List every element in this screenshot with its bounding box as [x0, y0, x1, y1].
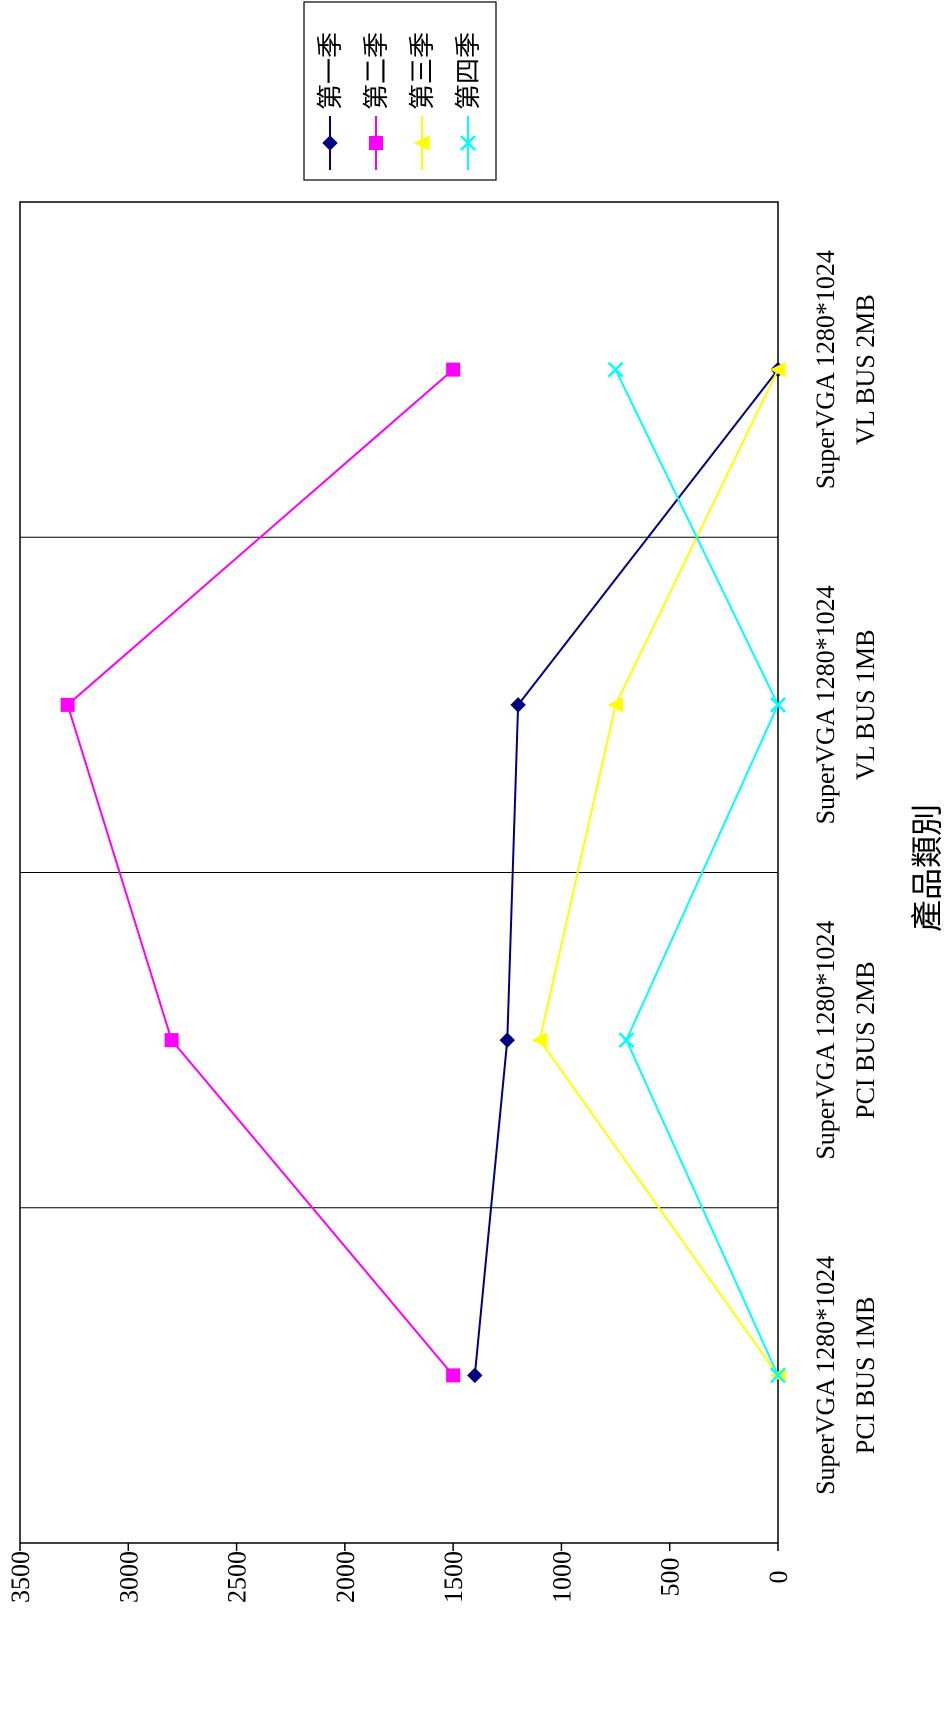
y-tick-label: 3000	[114, 1551, 143, 1603]
data-point	[164, 1033, 179, 1048]
data-point	[467, 1367, 483, 1384]
data-point	[369, 136, 383, 150]
series-line	[473, 369, 779, 1376]
data-point	[446, 362, 461, 377]
category-label: SuperVGA 1280*1024	[811, 585, 840, 824]
series-第二季	[60, 362, 461, 1383]
series-第四季	[607, 361, 786, 1384]
x-axis-categories: SuperVGA 1280*1024 PCI BUS 1MB SuperVGA 12…	[811, 250, 880, 1495]
data-point	[460, 135, 476, 151]
category-label: SuperVGA 1280*1024	[811, 921, 840, 1160]
data-point	[607, 361, 624, 378]
y-tick-label: 0	[764, 1571, 793, 1584]
legend-item: 第三季	[408, 32, 437, 170]
legend-item: 第二季	[362, 32, 391, 170]
series-line	[614, 369, 780, 1376]
series-line	[66, 368, 454, 1377]
category-label: PCI BUS 1MB	[851, 1297, 880, 1455]
x-axis-title: 產品類別	[909, 804, 945, 932]
y-tick-label: 1500	[439, 1551, 468, 1603]
legend-item: 第四季	[454, 32, 483, 170]
category-label: VL BUS 2MB	[851, 294, 880, 445]
legend-label: 第三季	[408, 32, 437, 110]
data-point	[446, 1368, 461, 1383]
series-lines	[60, 361, 786, 1384]
legend: 第一季 第二季 第三季 第四季	[303, 1, 497, 181]
y-tick-label: 3500	[6, 1551, 35, 1603]
legend-label: 第一季	[316, 32, 345, 110]
legend-item: 第一季	[316, 32, 345, 170]
data-point	[510, 697, 526, 713]
y-tick-label: 2000	[331, 1551, 360, 1603]
y-axis-ticks: 0 500 1000 1500 2000 2500 3000 3500	[6, 1543, 793, 1603]
data-point	[499, 1032, 515, 1048]
data-point	[322, 135, 338, 151]
y-tick-label: 2500	[223, 1551, 252, 1603]
data-point	[60, 697, 75, 712]
legend-label: 第四季	[454, 32, 483, 110]
y-tick-label: 500	[656, 1558, 685, 1597]
data-point	[531, 1032, 548, 1048]
legend-label: 第二季	[362, 32, 391, 110]
data-point	[770, 696, 786, 713]
category-label: PCI BUS 2MB	[851, 961, 880, 1119]
category-label: SuperVGA 1280*1024	[811, 250, 840, 489]
y-tick-label: 1000	[547, 1551, 576, 1603]
data-point	[770, 1367, 786, 1384]
legend-box	[303, 1, 497, 181]
data-point	[413, 135, 430, 151]
data-point	[607, 697, 624, 713]
data-point	[769, 361, 786, 378]
category-label: SuperVGA 1280*1024	[811, 1256, 840, 1495]
gridlines	[20, 536, 778, 1209]
category-label: VL BUS 1MB	[851, 630, 880, 781]
data-point	[618, 1032, 635, 1049]
